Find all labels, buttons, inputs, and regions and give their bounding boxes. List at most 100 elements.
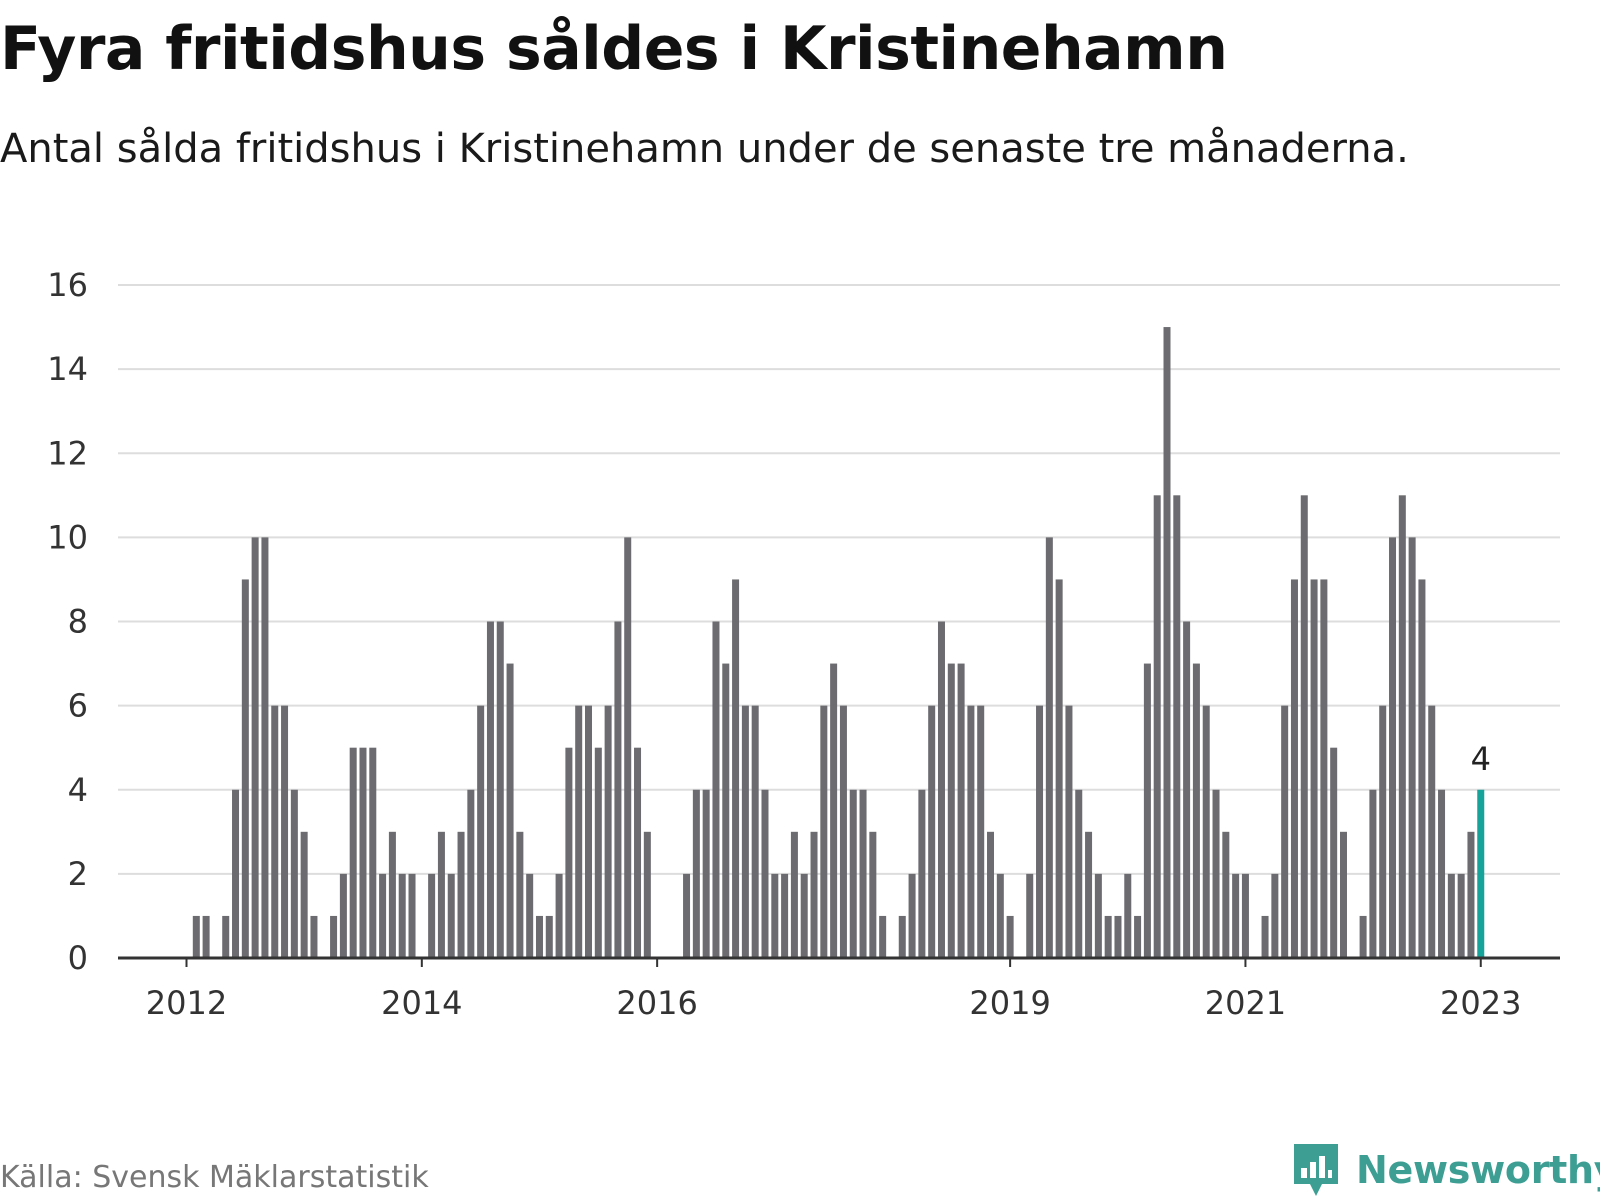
bar	[879, 915, 887, 958]
bar	[624, 537, 632, 958]
y-tick-label: 16	[47, 266, 88, 304]
bar	[634, 747, 642, 958]
newsworthy-logo-icon	[1294, 1144, 1338, 1196]
bar	[1026, 873, 1034, 958]
bar	[290, 789, 298, 958]
bar	[192, 915, 200, 958]
bar	[869, 831, 877, 958]
bar	[898, 915, 906, 958]
bar	[555, 873, 563, 958]
bar	[1379, 705, 1387, 958]
bar	[741, 705, 749, 958]
tick-labels: 0 2 4 6 8 10 12 14 16 2012 2014 2016 2019 2021 2023 4	[47, 266, 1521, 1022]
y-tick-label: 0	[68, 939, 88, 977]
bar	[928, 705, 936, 958]
bars	[192, 327, 1485, 958]
bar	[428, 873, 436, 958]
bar	[839, 705, 847, 958]
bar	[545, 915, 553, 958]
bar	[1339, 831, 1347, 958]
bar	[281, 705, 289, 958]
bar	[1222, 831, 1230, 958]
bar	[222, 915, 230, 958]
highlight-value-label: 4	[1471, 740, 1491, 778]
source-note: Källa: Svensk Mäklarstatistik	[0, 1160, 429, 1195]
bar	[1202, 705, 1210, 958]
bar	[300, 831, 308, 958]
bar	[800, 873, 808, 958]
bar	[712, 621, 720, 958]
bar	[369, 747, 377, 958]
bar	[987, 831, 995, 958]
bar	[1104, 915, 1112, 958]
axes	[118, 956, 1560, 967]
bar	[1232, 873, 1240, 958]
newsworthy-logo: Newsworthy	[1290, 1140, 1600, 1200]
bar	[1192, 663, 1200, 958]
bar	[271, 705, 279, 958]
bar	[437, 831, 445, 958]
bar	[1290, 579, 1298, 958]
x-tick-label: 2023	[1440, 984, 1521, 1022]
bar	[1094, 873, 1102, 958]
bar	[830, 663, 838, 958]
bar	[1271, 873, 1279, 958]
bar	[261, 537, 269, 958]
x-tick-label: 2021	[1205, 984, 1286, 1022]
bar	[506, 663, 514, 958]
bar	[1467, 831, 1475, 958]
bar	[614, 621, 622, 958]
y-tick-label: 8	[68, 603, 88, 641]
bar	[388, 831, 396, 958]
x-tick-label: 2014	[381, 984, 462, 1022]
bar-highlight	[1477, 789, 1485, 958]
bar	[349, 747, 357, 958]
bar	[643, 831, 651, 958]
bar	[918, 789, 926, 958]
bar	[1212, 789, 1220, 958]
bar	[1143, 663, 1151, 958]
bar	[761, 789, 769, 958]
bar	[1330, 747, 1338, 958]
bar	[967, 705, 975, 958]
bar	[1281, 705, 1289, 958]
bar	[1320, 579, 1328, 958]
bar	[1163, 327, 1171, 958]
bar	[1359, 915, 1367, 958]
bar	[585, 705, 593, 958]
bar	[202, 915, 210, 958]
bar	[251, 537, 259, 958]
bar	[359, 747, 367, 958]
bar	[1418, 579, 1426, 958]
bar-chart: 0 2 4 6 8 10 12 14 16 2012 2014 2016 2019 2021 2023 4	[47, 266, 1560, 1022]
bar	[535, 915, 543, 958]
chart-title: Fyra fritidshus såldes i Kristinehamn	[0, 14, 1228, 84]
bar	[790, 831, 798, 958]
bar	[526, 873, 534, 958]
bar	[1447, 873, 1455, 958]
bar	[810, 831, 818, 958]
bar	[1438, 789, 1446, 958]
bar	[594, 747, 602, 958]
bar	[1457, 873, 1465, 958]
bar	[1428, 705, 1436, 958]
x-tick-label: 2012	[146, 984, 227, 1022]
bar	[849, 789, 857, 958]
x-tick-label: 2016	[616, 984, 697, 1022]
y-tick-label: 10	[47, 518, 88, 556]
bar	[1134, 915, 1142, 958]
bar	[722, 663, 730, 958]
bar	[379, 873, 387, 958]
bar	[947, 663, 955, 958]
bar	[683, 873, 691, 958]
bar	[1398, 495, 1406, 958]
bar	[692, 789, 700, 958]
bar	[751, 705, 759, 958]
bar	[781, 873, 789, 958]
y-tick-label: 12	[47, 434, 88, 472]
bar	[1114, 915, 1122, 958]
bar	[771, 873, 779, 958]
bar	[1085, 831, 1093, 958]
bar	[1300, 495, 1308, 958]
bar	[1065, 705, 1073, 958]
